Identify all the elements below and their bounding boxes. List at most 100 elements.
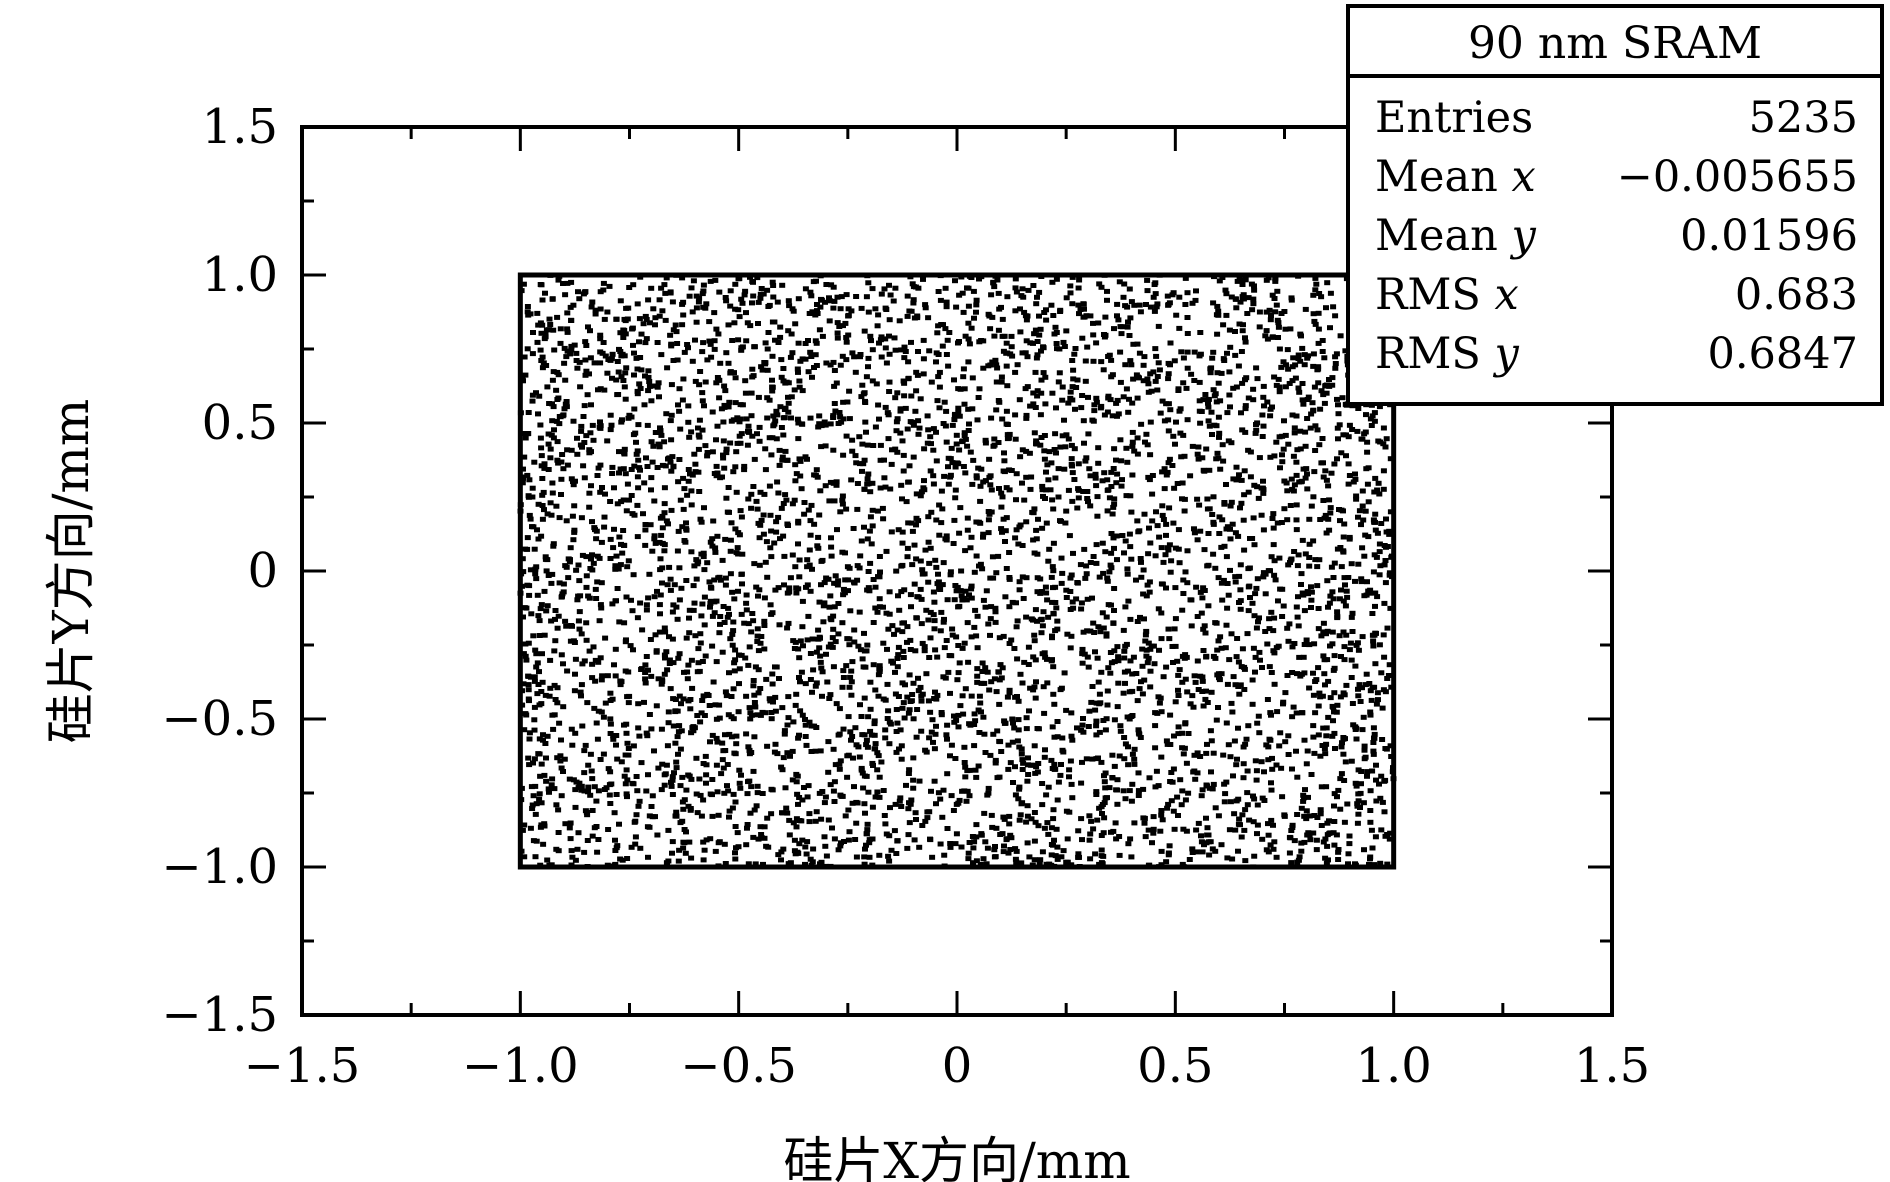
data-point [785, 328, 792, 334]
data-point [998, 374, 1005, 380]
data-point [1019, 574, 1026, 580]
data-point [1045, 614, 1052, 620]
data-point [875, 672, 882, 678]
data-point [1260, 570, 1267, 576]
data-point [1323, 305, 1329, 311]
data-point [831, 298, 838, 304]
data-point [998, 504, 1005, 510]
data-point [1012, 276, 1019, 282]
data-point [732, 375, 739, 381]
data-point [544, 511, 551, 517]
data-point [1311, 318, 1318, 324]
data-point [970, 457, 977, 463]
data-point [1358, 781, 1364, 787]
data-point [1114, 787, 1120, 793]
data-point [957, 588, 964, 594]
data-point [1111, 326, 1117, 332]
data-point [1264, 399, 1271, 405]
data-point [1367, 856, 1373, 862]
data-point [691, 451, 698, 457]
data-point [1147, 304, 1154, 310]
data-point [726, 509, 732, 515]
data-point [623, 305, 630, 311]
data-point [1097, 700, 1104, 706]
data-point [789, 777, 796, 783]
data-point [775, 514, 782, 520]
data-point [574, 597, 581, 603]
data-point [1034, 618, 1040, 624]
data-point [1279, 459, 1286, 465]
data-point [929, 717, 936, 723]
data-point [876, 794, 883, 800]
data-point [1176, 667, 1183, 673]
data-point [877, 485, 884, 491]
data-point [839, 493, 846, 499]
data-point [1322, 855, 1329, 861]
data-point [927, 635, 934, 641]
data-point [952, 841, 959, 847]
data-point [1019, 286, 1026, 292]
data-point [745, 621, 752, 627]
data-point [1260, 394, 1267, 400]
data-point [881, 475, 888, 481]
data-point [943, 408, 950, 414]
data-point [1057, 444, 1064, 450]
data-point [998, 749, 1005, 754]
data-point [779, 767, 786, 773]
data-point [1216, 430, 1223, 436]
data-point [582, 808, 589, 814]
data-point [1193, 827, 1200, 833]
data-point [760, 861, 766, 867]
data-point [955, 712, 962, 718]
data-point [1057, 518, 1063, 524]
data-point [831, 368, 838, 373]
data-point [529, 351, 536, 357]
data-point [1278, 520, 1285, 525]
data-point [1365, 588, 1372, 594]
data-point [695, 646, 702, 652]
data-point [560, 581, 567, 587]
data-point [1111, 648, 1118, 654]
data-point [1251, 613, 1258, 619]
data-point [1055, 779, 1062, 785]
data-point [1285, 752, 1292, 757]
data-point [1306, 642, 1313, 648]
data-point [662, 629, 669, 635]
data-point [1082, 458, 1089, 464]
data-point [761, 646, 768, 652]
data-point [1062, 520, 1069, 526]
data-point [1165, 417, 1172, 423]
data-point [917, 493, 924, 499]
data-point [727, 440, 734, 446]
data-point [777, 536, 783, 542]
data-point [802, 844, 809, 850]
data-point [1159, 817, 1166, 823]
data-point [946, 653, 953, 658]
data-point [616, 534, 623, 540]
data-point [827, 782, 834, 788]
data-point [798, 486, 805, 492]
data-point [1345, 461, 1352, 467]
data-point [624, 481, 631, 487]
data-point [1050, 816, 1057, 822]
data-point [1328, 470, 1335, 476]
data-point [1320, 620, 1327, 626]
data-point [1355, 791, 1362, 797]
data-point [1124, 566, 1131, 572]
data-point [578, 783, 585, 789]
data-point [836, 706, 843, 712]
data-point [777, 334, 784, 340]
data-point [1200, 648, 1207, 653]
data-point [1094, 513, 1101, 519]
data-point [1024, 762, 1031, 768]
data-point [1158, 812, 1165, 818]
data-point [1160, 559, 1167, 565]
data-point [632, 834, 639, 840]
data-point [713, 659, 720, 665]
data-point [1069, 795, 1076, 801]
data-point [1204, 700, 1211, 705]
data-point [930, 612, 937, 618]
data-point [1210, 349, 1217, 355]
data-point [1169, 644, 1176, 649]
data-point [787, 860, 794, 866]
